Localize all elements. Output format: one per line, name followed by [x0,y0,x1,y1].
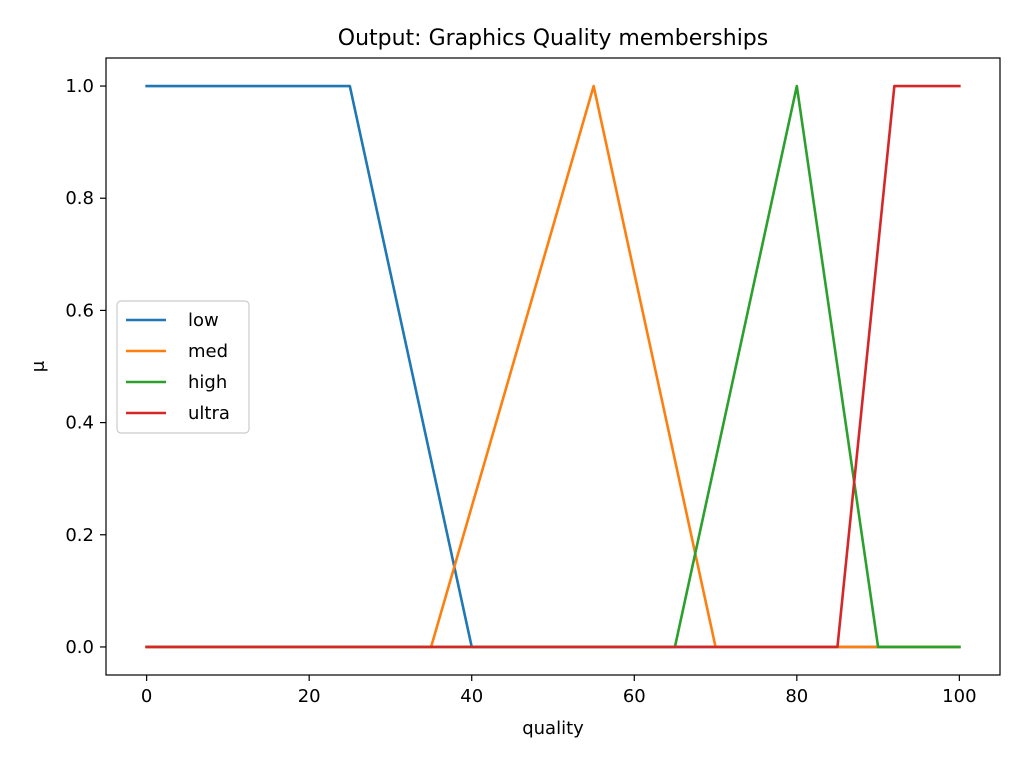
x-axis-label: quality [522,718,584,739]
y-axis-ticks: 0.0 0.2 0.4 0.6 0.8 1.0 [65,76,106,658]
legend-item-high: high [126,372,227,393]
y-tick-label: 0.6 [65,300,94,321]
y-tick-label: 0.4 [65,413,94,434]
y-tick-label: 0.8 [65,188,94,209]
chart-title: Output: Graphics Quality memberships [338,26,768,51]
x-tick-label: 40 [460,686,483,707]
legend-item-med: med [126,341,228,362]
y-tick-label: 1.0 [65,76,94,97]
legend-box [116,300,250,434]
y-axis-label: μ [28,360,49,372]
legend-item-low: low [126,310,219,331]
series-line-ultra [145,84,961,649]
x-tick-label: 60 [623,686,646,707]
x-tick-label: 0 [141,686,152,707]
x-tick-label: 20 [298,686,321,707]
y-tick-label: 0.2 [65,525,94,546]
legend-label: low [188,310,219,331]
legend: low med high ultra [116,300,250,434]
legend-item-ultra: ultra [126,403,230,424]
x-tick-label: 80 [785,686,808,707]
x-tick-label: 100 [942,686,976,707]
x-axis-ticks: 0 20 40 60 80 100 [141,675,977,707]
series-layer [145,84,961,649]
plot-frame [105,57,1001,676]
legend-label: ultra [188,403,230,424]
legend-label: high [188,372,227,393]
legend-label: med [188,341,228,362]
y-tick-label: 0.0 [65,637,94,658]
